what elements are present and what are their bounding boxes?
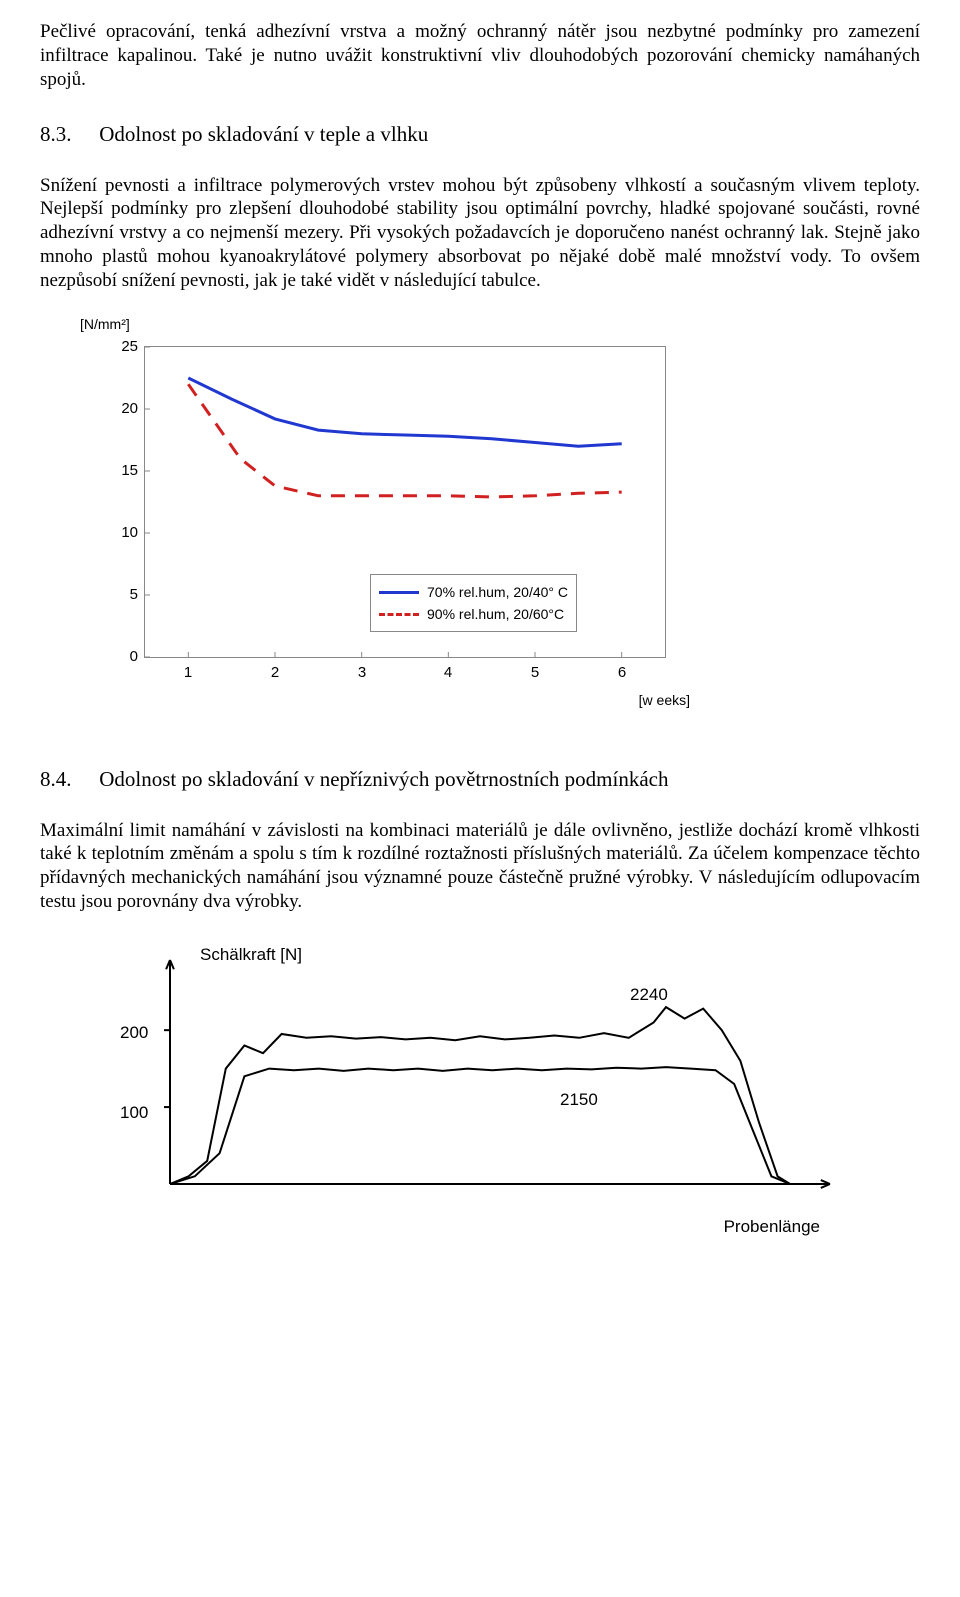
humidity-chart: [N/mm²] 0 5 10 15 20 25 1 2 3 4 5 6 [w e… xyxy=(80,316,720,736)
x-tick: 1 xyxy=(178,664,198,683)
legend-line-solid-icon xyxy=(379,591,419,594)
section-title: Odolnost po skladování v nepříznivých po… xyxy=(99,767,668,791)
section-number: 8.4. xyxy=(40,766,94,792)
y-axis-label: [N/mm²] xyxy=(80,316,130,334)
legend-label: 70% rel.hum, 20/40° C xyxy=(427,584,568,602)
legend-item: 90% rel.hum, 20/60°C xyxy=(379,603,568,625)
y-tick: 0 xyxy=(110,648,138,667)
y-tick: 10 xyxy=(110,524,138,543)
chart-svg xyxy=(100,944,860,1224)
peel-force-chart: Schälkraft [N] 200 100 2240 2150 Probenl… xyxy=(100,944,860,1264)
legend-line-dashed-icon xyxy=(379,613,419,616)
y-tick: 5 xyxy=(110,586,138,605)
y-tick: 20 xyxy=(110,400,138,419)
section-title: Odolnost po skladování v teple a vlhku xyxy=(99,122,428,146)
x-tick: 6 xyxy=(612,664,632,683)
section-heading: 8.3. Odolnost po skladování v teple a vl… xyxy=(40,121,920,147)
paragraph: Snížení pevnosti a infiltrace polymerový… xyxy=(40,174,920,293)
x-axis-label: [w eeks] xyxy=(639,692,690,710)
paragraph: Maximální limit namáhání v závislosti na… xyxy=(40,819,920,914)
x-tick: 2 xyxy=(265,664,285,683)
y-tick: 15 xyxy=(110,462,138,481)
paragraph: Pečlivé opracování, tenká adhezívní vrst… xyxy=(40,20,920,91)
section-number: 8.3. xyxy=(40,121,94,147)
chart-legend: 70% rel.hum, 20/40° C 90% rel.hum, 20/60… xyxy=(370,574,577,632)
section-heading: 8.4. Odolnost po skladování v nepříznivý… xyxy=(40,766,920,792)
legend-item: 70% rel.hum, 20/40° C xyxy=(379,581,568,603)
x-tick: 4 xyxy=(438,664,458,683)
legend-label: 90% rel.hum, 20/60°C xyxy=(427,606,564,624)
x-tick: 3 xyxy=(352,664,372,683)
y-tick: 25 xyxy=(110,338,138,357)
x-tick: 5 xyxy=(525,664,545,683)
